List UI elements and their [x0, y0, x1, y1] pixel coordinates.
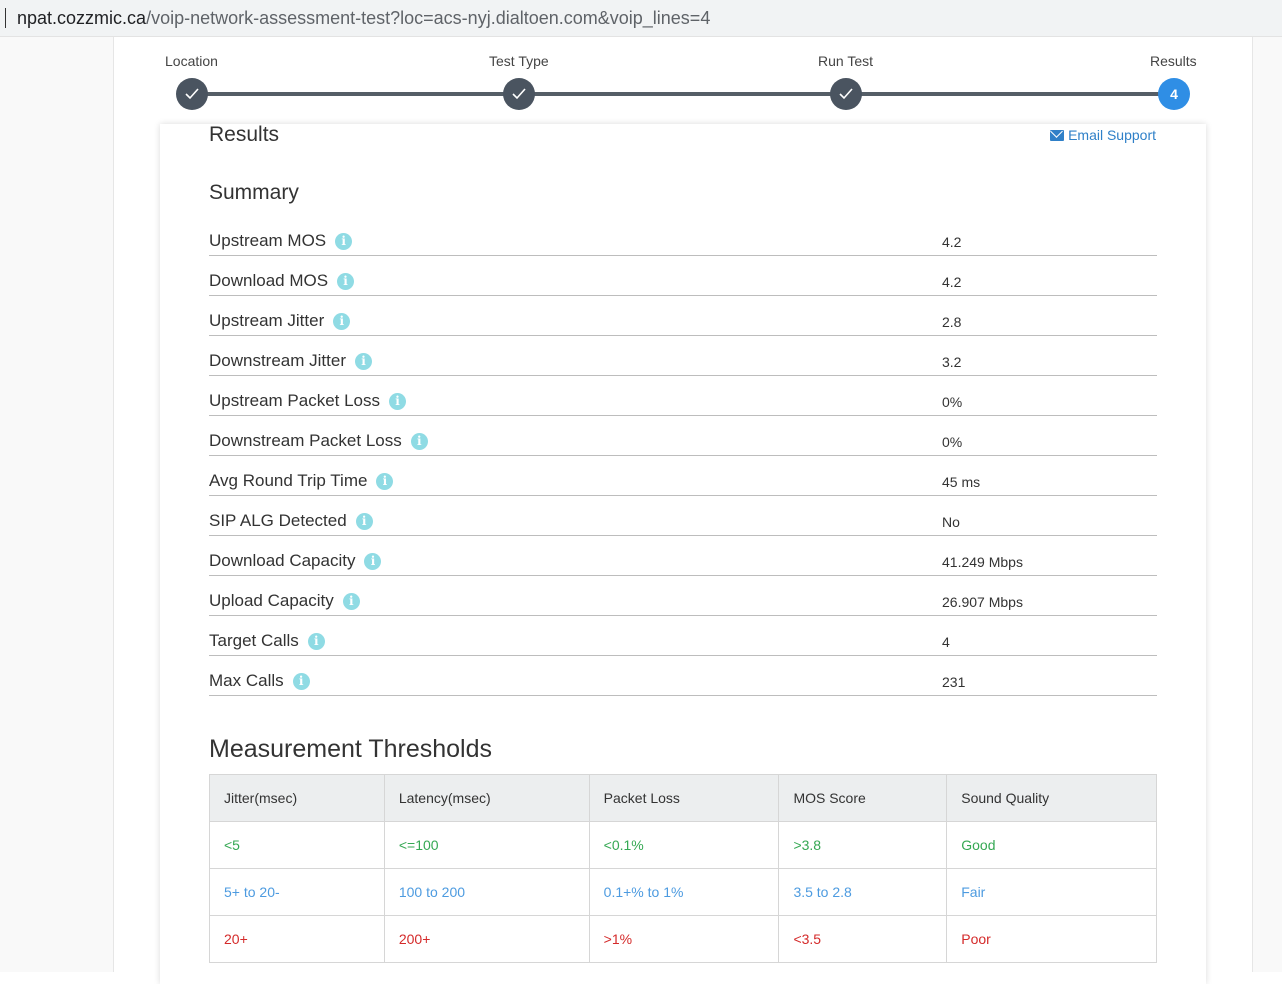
- table-cell: >3.8: [778, 821, 948, 869]
- url-host: npat.cozzmic.ca: [17, 8, 147, 28]
- metric-label: Upstream Jitter: [209, 311, 325, 330]
- metric-value: 0%: [942, 394, 963, 410]
- metric-label: Download Capacity: [209, 551, 356, 570]
- metric-label: Target Calls: [209, 631, 299, 650]
- metric-label: Avg Round Trip Time: [209, 471, 368, 490]
- info-icon[interactable]: i: [376, 472, 394, 490]
- step-results[interactable]: 4: [1158, 78, 1190, 110]
- column-header-packet-loss: Packet Loss: [588, 774, 780, 822]
- step-label-results: Results: [1150, 53, 1197, 69]
- summary-row-downstream-jitter: Downstream Jitter i 3.2: [209, 336, 1157, 376]
- info-icon[interactable]: i: [292, 672, 310, 690]
- step-run-test[interactable]: [830, 78, 862, 110]
- table-cell: Good: [946, 821, 1157, 869]
- summary-row-upstream-packet-loss: Upstream Packet Loss i 0%: [209, 376, 1157, 416]
- check-icon: [185, 88, 199, 100]
- table-row: 5+ to 20- 100 to 200 0.1+% to 1% 3.5 to …: [209, 868, 1157, 916]
- info-icon[interactable]: i: [410, 432, 428, 450]
- metric-value: 41.249 Mbps: [942, 554, 1023, 570]
- summary-row-download-capacity: Download Capacity i 41.249 Mbps: [209, 536, 1157, 576]
- metric-label: Upstream Packet Loss: [209, 391, 381, 410]
- table-cell: Poor: [946, 915, 1157, 963]
- summary-row-downstream-packet-loss: Downstream Packet Loss i 0%: [209, 416, 1157, 456]
- info-icon[interactable]: i: [337, 272, 355, 290]
- info-icon[interactable]: i: [355, 512, 373, 530]
- metric-label: Upload Capacity: [209, 591, 334, 610]
- step-test-type[interactable]: [503, 78, 535, 110]
- thresholds-title: Measurement Thresholds: [209, 735, 493, 763]
- summary-row-upstream-mos: Upstream MOS i 4.2: [209, 216, 1157, 256]
- info-icon[interactable]: i: [335, 232, 353, 250]
- step-label-test-type: Test Type: [489, 53, 549, 69]
- metric-value: 4.2: [942, 234, 962, 250]
- metric-value: 45 ms: [942, 474, 981, 490]
- email-support-link[interactable]: Email Support: [1050, 127, 1156, 143]
- info-icon[interactable]: i: [307, 632, 325, 650]
- column-header-mos-score: MOS Score: [778, 774, 948, 822]
- summary-row-sip-alg-detected: SIP ALG Detected i No: [209, 496, 1157, 536]
- metric-label: Max Calls: [209, 671, 284, 690]
- table-row: <5 <=100 <0.1% >3.8 Good: [209, 821, 1157, 869]
- table-cell: 0.1+% to 1%: [588, 868, 780, 916]
- metric-value: 231: [942, 674, 966, 690]
- envelope-icon: [1050, 129, 1065, 141]
- email-support-label: Email Support: [1068, 127, 1156, 143]
- table-cell: <5: [209, 821, 385, 869]
- thresholds-table: Jitter(msec) Latency(msec) Packet Loss M…: [209, 774, 1157, 963]
- summary-row-avg-round-trip-time: Avg Round Trip Time i 45 ms: [209, 456, 1157, 496]
- table-cell: >1%: [588, 915, 780, 963]
- info-icon[interactable]: i: [342, 592, 360, 610]
- summary-row-max-calls: Max Calls i 231: [209, 656, 1157, 696]
- address-bar[interactable]: npat.cozzmic.ca/voip-network-assessment-…: [0, 0, 1282, 37]
- url-path: /voip-network-assessment-test?loc=acs-ny…: [146, 8, 711, 28]
- summary-row-upstream-jitter: Upstream Jitter i 2.8: [209, 296, 1157, 336]
- metric-value: 4: [942, 634, 950, 650]
- table-cell: <=100: [383, 821, 590, 869]
- metric-label: Downstream Jitter: [209, 351, 346, 370]
- metric-label: Downstream Packet Loss: [209, 431, 402, 450]
- check-icon: [839, 88, 853, 100]
- info-icon[interactable]: i: [333, 312, 351, 330]
- step-label-run-test: Run Test: [818, 53, 873, 69]
- table-cell: Fair: [946, 868, 1157, 916]
- info-icon[interactable]: i: [389, 392, 407, 410]
- table-header-row: Jitter(msec) Latency(msec) Packet Loss M…: [209, 774, 1157, 822]
- results-title: Results: [209, 123, 280, 146]
- metric-value: 3.2: [942, 354, 962, 370]
- stepper-track: [192, 92, 1174, 96]
- summary-row-target-calls: Target Calls i 4: [209, 616, 1157, 656]
- table-cell: 200+: [383, 915, 590, 963]
- column-header-jitter: Jitter(msec): [209, 774, 385, 822]
- step-label-location: Location: [165, 53, 218, 69]
- check-icon: [512, 88, 526, 100]
- info-icon[interactable]: i: [354, 352, 372, 370]
- metric-value: 26.907 Mbps: [942, 594, 1023, 610]
- step-location[interactable]: [176, 78, 208, 110]
- metric-value: 4.2: [942, 274, 962, 290]
- table-cell: 5+ to 20-: [209, 868, 385, 916]
- metric-value: 2.8: [942, 314, 962, 330]
- metric-label: Upstream MOS: [209, 231, 327, 250]
- metric-value: 0%: [942, 434, 963, 450]
- column-header-sound-quality: Sound Quality: [946, 774, 1157, 822]
- table-cell: 3.5 to 2.8: [778, 868, 948, 916]
- summary-title: Summary: [209, 181, 299, 204]
- metric-label: Download MOS: [209, 271, 329, 290]
- info-icon[interactable]: i: [364, 552, 382, 570]
- table-cell: 20+: [209, 915, 385, 963]
- table-row: 20+ 200+ >1% <3.5 Poor: [209, 915, 1157, 963]
- table-cell: 100 to 200: [383, 868, 590, 916]
- summary-row-download-mos: Download MOS i 4.2: [209, 256, 1157, 296]
- column-header-latency: Latency(msec): [383, 774, 590, 822]
- table-cell: <0.1%: [588, 821, 780, 869]
- metric-value: No: [942, 514, 960, 530]
- table-cell: <3.5: [778, 915, 948, 963]
- url-text[interactable]: npat.cozzmic.ca/voip-network-assessment-…: [17, 7, 710, 29]
- text-caret: [5, 8, 6, 28]
- metric-label: SIP ALG Detected: [209, 511, 347, 530]
- summary-row-upload-capacity: Upload Capacity i 26.907 Mbps: [209, 576, 1157, 616]
